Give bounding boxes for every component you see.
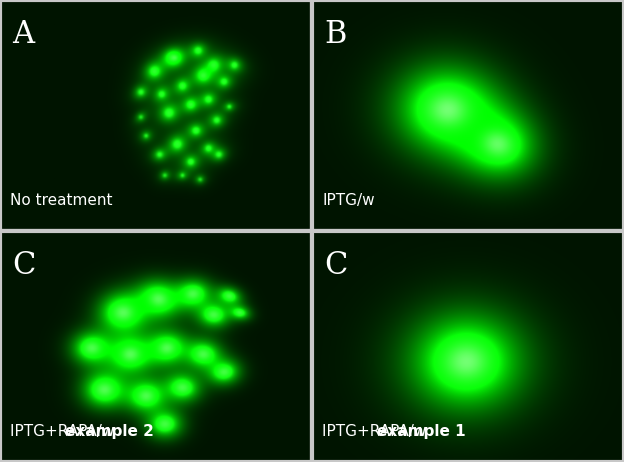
Text: example 2: example 2 — [65, 424, 154, 439]
Text: A: A — [12, 19, 34, 50]
Text: C: C — [324, 250, 348, 281]
Text: example 1: example 1 — [377, 424, 466, 439]
Text: IPTG+RAPA/w: IPTG+RAPA/w — [11, 424, 120, 439]
Text: IPTG+RAPA/w: IPTG+RAPA/w — [323, 424, 432, 439]
Text: No treatment: No treatment — [11, 193, 113, 208]
Text: C: C — [12, 250, 36, 281]
Text: IPTG/w: IPTG/w — [323, 193, 375, 208]
Text: B: B — [324, 19, 347, 50]
